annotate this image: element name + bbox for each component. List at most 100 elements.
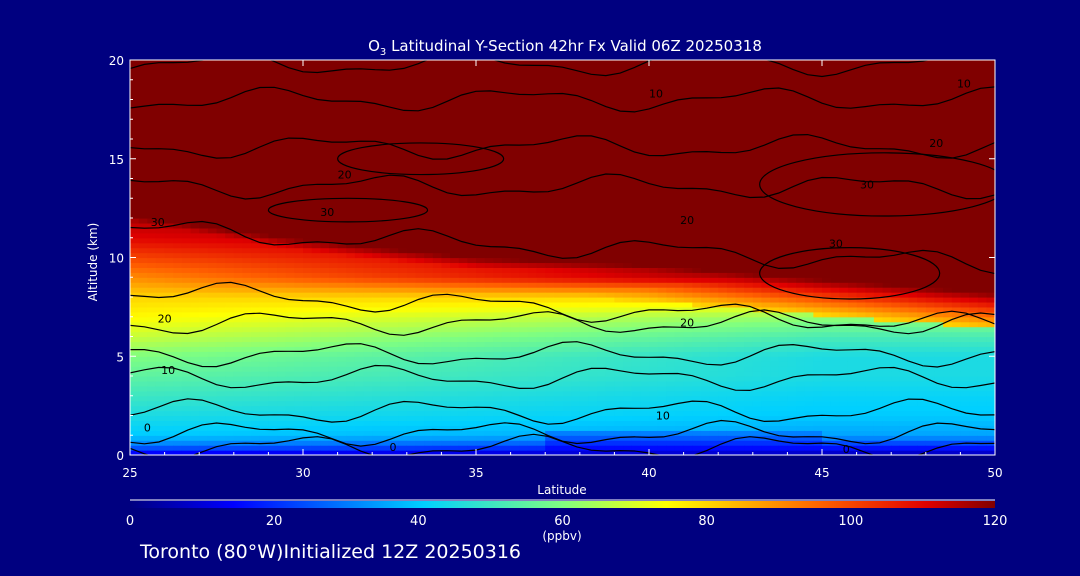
field-cell bbox=[657, 366, 667, 372]
field-cell bbox=[311, 331, 321, 338]
field-cell bbox=[649, 242, 659, 249]
field-cell bbox=[527, 252, 538, 259]
field-cell bbox=[311, 74, 321, 81]
field-cell bbox=[545, 208, 555, 214]
field-cell bbox=[285, 272, 295, 278]
field-cell bbox=[424, 143, 434, 150]
field-cell bbox=[328, 400, 339, 407]
field-cell bbox=[553, 272, 564, 278]
field-cell bbox=[553, 297, 564, 303]
field-cell bbox=[190, 435, 200, 441]
field-cell bbox=[476, 129, 486, 135]
field-cell bbox=[510, 203, 520, 209]
field-cell bbox=[147, 425, 157, 431]
field-cell bbox=[458, 158, 468, 165]
field-cell bbox=[130, 129, 140, 135]
field-cell bbox=[346, 450, 356, 455]
field-cell bbox=[571, 168, 581, 175]
field-cell bbox=[216, 311, 226, 318]
field-cell bbox=[277, 247, 287, 254]
field-cell bbox=[571, 158, 581, 165]
field-cell bbox=[458, 287, 468, 293]
field-cell bbox=[406, 292, 417, 298]
field-cell bbox=[545, 198, 555, 204]
field-cell bbox=[545, 232, 555, 239]
field-cell bbox=[372, 119, 382, 125]
field-cell bbox=[268, 380, 278, 387]
field-cell bbox=[389, 114, 399, 120]
field-cell bbox=[458, 163, 468, 170]
field-cell bbox=[501, 114, 512, 120]
field-cell bbox=[605, 306, 615, 313]
field-cell bbox=[147, 331, 157, 338]
field-cell bbox=[251, 79, 261, 86]
field-cell bbox=[285, 242, 295, 249]
field-cell bbox=[259, 287, 269, 293]
field-cell bbox=[216, 287, 226, 293]
field-cell bbox=[337, 208, 347, 214]
field-cell bbox=[259, 450, 269, 455]
field-cell bbox=[311, 198, 321, 204]
field-cell bbox=[303, 237, 313, 244]
field-cell bbox=[649, 153, 659, 160]
field-cell bbox=[155, 153, 166, 160]
field-cell bbox=[380, 371, 391, 377]
field-cell bbox=[251, 60, 261, 66]
field-cell bbox=[259, 163, 269, 170]
field-cell bbox=[363, 390, 373, 397]
field-cell bbox=[173, 79, 183, 86]
field-cell bbox=[251, 193, 261, 199]
field-cell bbox=[640, 163, 650, 170]
field-cell bbox=[649, 380, 659, 387]
field-cell bbox=[467, 287, 477, 293]
field-cell bbox=[545, 104, 555, 110]
field-cell bbox=[441, 306, 451, 313]
field-cell bbox=[173, 425, 183, 431]
field-cell bbox=[380, 390, 391, 397]
field-cell bbox=[432, 440, 442, 446]
field-cell bbox=[605, 203, 615, 209]
field-cell bbox=[467, 213, 477, 219]
field-cell bbox=[406, 148, 417, 155]
field-cell bbox=[155, 247, 166, 254]
field-cell bbox=[216, 119, 226, 125]
field-cell bbox=[588, 183, 598, 189]
field-cell bbox=[363, 198, 373, 204]
field-cell bbox=[138, 183, 148, 189]
field-cell bbox=[389, 247, 399, 254]
field-cell bbox=[216, 306, 226, 313]
field-cell bbox=[372, 292, 382, 298]
field-cell bbox=[138, 69, 148, 76]
field-cell bbox=[251, 306, 261, 313]
field-cell bbox=[527, 346, 538, 352]
field-cell bbox=[406, 282, 417, 288]
field-cell bbox=[631, 316, 641, 323]
field-cell bbox=[363, 435, 373, 441]
field-cell bbox=[251, 124, 261, 130]
field-cell bbox=[458, 104, 468, 110]
field-cell bbox=[545, 109, 555, 115]
field-cell bbox=[579, 297, 590, 303]
field-cell bbox=[285, 341, 295, 347]
field-cell bbox=[657, 385, 667, 392]
field-cell bbox=[173, 445, 183, 451]
field-cell bbox=[536, 168, 546, 175]
field-cell bbox=[277, 198, 287, 204]
field-cell bbox=[147, 346, 157, 352]
field-cell bbox=[484, 272, 494, 278]
field-cell bbox=[225, 415, 235, 422]
field-cell bbox=[588, 282, 598, 288]
field-cell bbox=[666, 410, 676, 417]
field-cell bbox=[225, 114, 235, 120]
field-cell bbox=[501, 410, 512, 417]
field-cell bbox=[406, 104, 417, 110]
field-cell bbox=[216, 341, 226, 347]
field-cell bbox=[303, 336, 313, 343]
field-cell bbox=[458, 267, 468, 273]
field-cell bbox=[450, 425, 460, 431]
field-cell bbox=[354, 89, 365, 96]
field-cell bbox=[147, 450, 157, 455]
field-cell bbox=[190, 183, 200, 189]
field-cell bbox=[259, 425, 269, 431]
field-cell bbox=[553, 69, 564, 76]
